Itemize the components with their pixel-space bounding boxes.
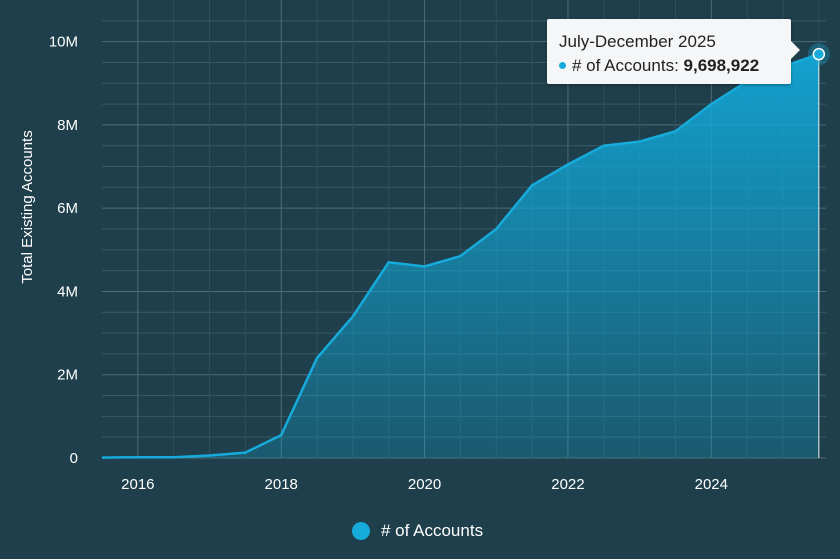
x-tick-label: 2018 bbox=[265, 476, 298, 493]
x-tick-label: 2022 bbox=[551, 476, 584, 493]
data-point-highlighted[interactable] bbox=[812, 47, 826, 61]
y-tick-label: 8M bbox=[57, 117, 78, 134]
series-line bbox=[101, 53, 820, 459]
legend-label: # of Accounts bbox=[381, 521, 484, 540]
y-tick-label: 10M bbox=[49, 34, 78, 51]
tooltip: July-December 2025 # of Accounts: 9,698,… bbox=[547, 19, 791, 84]
y-tick-label: 6M bbox=[57, 200, 78, 217]
legend-swatch bbox=[352, 522, 370, 540]
area-series bbox=[101, 43, 830, 459]
y-axis-title: Total Existing Accounts bbox=[19, 130, 36, 283]
legend-item[interactable]: # of Accounts bbox=[352, 520, 483, 542]
y-tick-label: 2M bbox=[57, 367, 78, 384]
tooltip-series-dot bbox=[559, 62, 566, 70]
x-tick-label: 2020 bbox=[408, 476, 441, 493]
tooltip-series-label: # of Accounts: bbox=[572, 56, 684, 75]
x-tick-label: 2024 bbox=[695, 476, 728, 493]
tooltip-row: # of Accounts: 9,698,922 bbox=[559, 56, 759, 76]
y-tick-label: 4M bbox=[57, 283, 78, 300]
x-tick-label: 2016 bbox=[121, 476, 154, 493]
tooltip-value: 9,698,922 bbox=[683, 56, 760, 75]
tooltip-title: July-December 2025 bbox=[559, 32, 716, 51]
tooltip-pointer bbox=[791, 41, 800, 59]
y-tick-label: 0 bbox=[70, 450, 78, 467]
tick-labels: 0 2M 4M 6M 8M 10M 2016 2018 2020 2022 2024 bbox=[49, 34, 728, 493]
